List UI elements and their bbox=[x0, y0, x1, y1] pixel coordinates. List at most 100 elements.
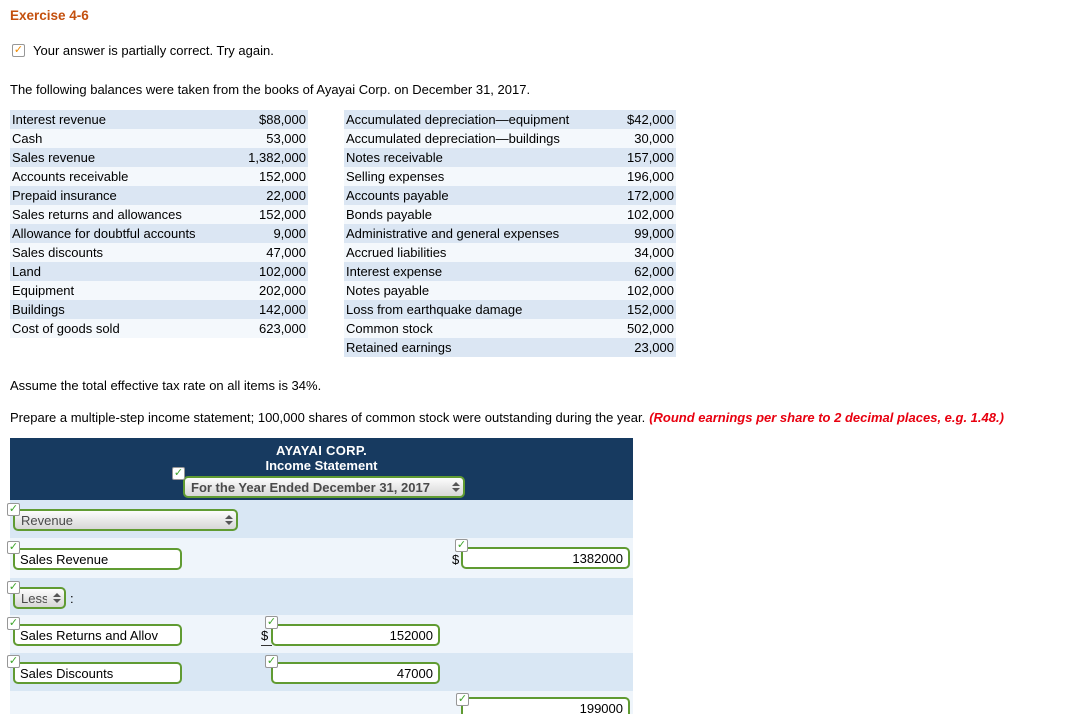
correct-check-icon: ✓ bbox=[172, 467, 185, 480]
table-row: Accrued liabilities 34,000 bbox=[344, 243, 676, 262]
account-label: Accrued liabilities bbox=[346, 245, 447, 260]
account-label: Accounts receivable bbox=[12, 169, 129, 184]
table-row: Allowance for doubtful accounts 9,000 bbox=[10, 224, 308, 243]
select-arrows-icon bbox=[219, 515, 233, 525]
period-select[interactable]: For the Year Ended December 31, 2017 bbox=[183, 476, 465, 498]
account-value: 142,000 bbox=[259, 302, 306, 317]
subtotal-row: ✓ bbox=[10, 691, 633, 714]
account-value: 152,000 bbox=[627, 302, 674, 317]
account-label: Selling expenses bbox=[346, 169, 445, 184]
less-select[interactable]: Less bbox=[13, 587, 66, 609]
account-value: 53,000 bbox=[266, 131, 306, 146]
sales-revenue-amount-input[interactable] bbox=[461, 547, 630, 569]
period-select-value: For the Year Ended December 31, 2017 bbox=[191, 479, 430, 495]
tax-note: Assume the total effective tax rate on a… bbox=[10, 378, 322, 393]
account-label: Loss from earthquake damage bbox=[346, 302, 523, 317]
account-value: 47,000 bbox=[266, 245, 306, 260]
account-value: 102,000 bbox=[259, 264, 306, 279]
correct-check-icon: ✓ bbox=[7, 503, 20, 516]
table-row: Land 102,000 bbox=[10, 262, 308, 281]
sales-returns-amount-input[interactable] bbox=[271, 624, 440, 646]
sales-revenue-label-input[interactable] bbox=[13, 548, 182, 570]
account-label: Interest expense bbox=[346, 264, 443, 279]
table-row: Administrative and general expenses 99,00… bbox=[344, 224, 676, 243]
correct-check-icon: ✓ bbox=[456, 693, 469, 706]
table-row: Notes payable 102,000 bbox=[344, 281, 676, 300]
account-label: Sales discounts bbox=[12, 245, 104, 260]
account-label: Bonds payable bbox=[346, 207, 433, 222]
account-value: 102,000 bbox=[627, 207, 674, 222]
account-label: Accounts payable bbox=[346, 188, 449, 203]
table-row: Bonds payable 102,000 bbox=[344, 205, 676, 224]
account-label: Common stock bbox=[346, 321, 433, 336]
revenue-select[interactable]: Revenue bbox=[13, 509, 238, 531]
account-value: 172,000 bbox=[627, 188, 674, 203]
subtotal-amount-input[interactable] bbox=[461, 697, 630, 714]
sales-discounts-row: ✓ ✓ bbox=[7, 653, 633, 691]
table-row: Prepaid insurance 22,000 bbox=[10, 186, 308, 205]
sales-returns-label-input[interactable] bbox=[13, 624, 182, 646]
company-name: AYAYAI CORP. bbox=[275, 443, 368, 458]
account-label: Notes payable bbox=[346, 283, 430, 298]
table-row: Selling expenses 196,000 bbox=[344, 167, 676, 186]
account-label: Cash bbox=[12, 131, 43, 146]
intro-text: The following balances were taken from t… bbox=[10, 82, 531, 97]
account-value: 157,000 bbox=[627, 150, 674, 165]
account-value: 62,000 bbox=[634, 264, 674, 279]
account-value: 196,000 bbox=[627, 169, 674, 184]
account-label: Equipment bbox=[12, 283, 75, 298]
dollar-sign: $ bbox=[452, 552, 460, 567]
account-value: 102,000 bbox=[627, 283, 674, 298]
account-value: 99,000 bbox=[634, 226, 674, 241]
account-value: 34,000 bbox=[634, 245, 674, 260]
table-row: Sales revenue 1,382,000 bbox=[10, 148, 308, 167]
table-row: Common stock 502,000 bbox=[344, 319, 676, 338]
income-statement-form: AYAYAI CORP. Income Statement ✓ For the … bbox=[7, 438, 633, 714]
account-label: Notes receivable bbox=[346, 150, 443, 165]
account-value: $42,000 bbox=[627, 112, 674, 127]
table-row: Buildings 142,000 bbox=[10, 300, 308, 319]
account-value: 202,000 bbox=[259, 283, 306, 298]
account-value: 23,000 bbox=[634, 340, 674, 355]
correct-check-icon: ✓ bbox=[7, 655, 20, 668]
statement-title: Income Statement bbox=[265, 458, 378, 473]
less-colon: : bbox=[70, 591, 74, 606]
table-row: Interest revenue $88,000 bbox=[10, 110, 308, 129]
account-value: 1,382,000 bbox=[248, 150, 306, 165]
account-value: 22,000 bbox=[266, 188, 306, 203]
sales-discounts-label-input[interactable] bbox=[13, 662, 182, 684]
dollar-sign: $ bbox=[261, 628, 272, 646]
account-label: Cost of goods sold bbox=[12, 321, 120, 336]
feedback-row: ✓ Your answer is partially correct. Try … bbox=[12, 43, 1087, 58]
table-row: Loss from earthquake damage 152,000 bbox=[344, 300, 676, 319]
table-row: Accumulated depreciation—buildings 30,000 bbox=[344, 129, 676, 148]
correct-check-icon: ✓ bbox=[7, 617, 20, 630]
balances-table-right: Accumulated depreciation—equipment $42,00… bbox=[344, 110, 676, 357]
exercise-title: Exercise 4-6 bbox=[10, 8, 89, 23]
account-label: Land bbox=[12, 264, 41, 279]
account-value: 30,000 bbox=[634, 131, 674, 146]
account-label: Sales revenue bbox=[12, 150, 96, 165]
less-select-value: Less bbox=[21, 590, 47, 606]
correct-check-icon: ✓ bbox=[7, 581, 20, 594]
feedback-text: Your answer is partially correct. Try ag… bbox=[33, 43, 274, 58]
select-arrows-icon bbox=[446, 482, 460, 492]
account-label: Accumulated depreciation—buildings bbox=[346, 131, 560, 146]
instruction-main: Prepare a multiple-step income statement… bbox=[10, 410, 646, 425]
revenue-select-value: Revenue bbox=[21, 512, 74, 528]
correct-check-icon: ✓ bbox=[265, 616, 278, 629]
table-row: Accumulated depreciation—equipment $42,00… bbox=[344, 110, 676, 129]
trial-balance-tables: Interest revenue $88,000 Cash 53,000 Sales… bbox=[10, 110, 1087, 357]
table-row: Retained earnings 23,000 bbox=[344, 338, 676, 357]
account-label: Buildings bbox=[12, 302, 65, 317]
table-row: Interest expense 62,000 bbox=[344, 262, 676, 281]
account-label: Administrative and general expenses bbox=[346, 226, 560, 241]
instruction-emphasis: (Round earnings per share to 2 decimal p… bbox=[649, 410, 1004, 425]
sales-discounts-amount-input[interactable] bbox=[271, 662, 440, 684]
balances-table-left: Interest revenue $88,000 Cash 53,000 Sales… bbox=[10, 110, 308, 338]
account-label: Prepaid insurance bbox=[12, 188, 117, 203]
table-row: Cost of goods sold 623,000 bbox=[10, 319, 308, 338]
table-row: Cash 53,000 bbox=[10, 129, 308, 148]
less-section-row: ✓ Less : bbox=[7, 578, 633, 615]
